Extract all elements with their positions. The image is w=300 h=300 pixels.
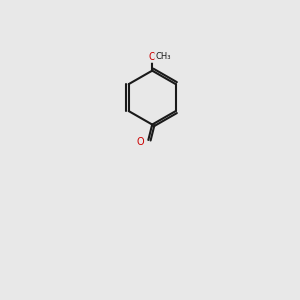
Text: O: O <box>137 137 144 147</box>
Text: CH₃: CH₃ <box>155 52 171 61</box>
Text: O: O <box>148 52 156 62</box>
